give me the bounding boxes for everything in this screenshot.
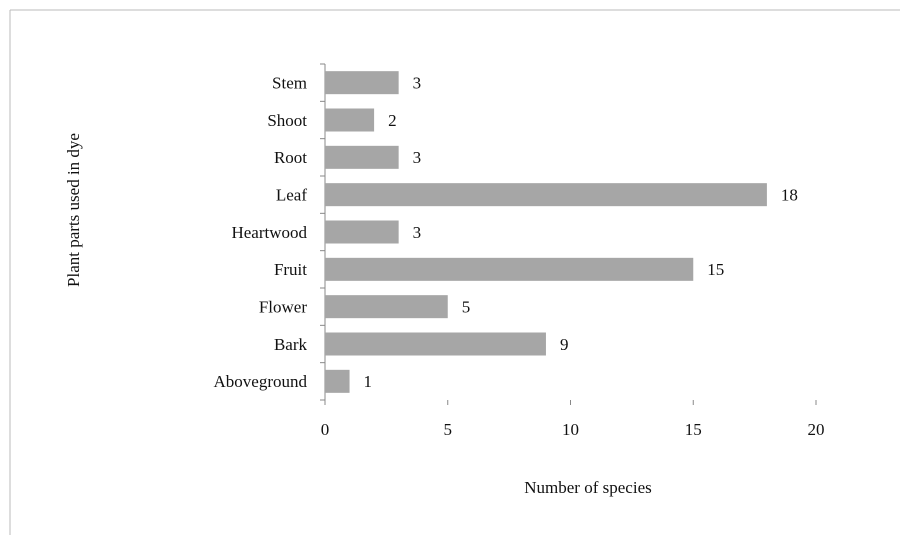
- x-tick-label: 20: [808, 420, 825, 439]
- bar: [325, 369, 350, 393]
- value-label: 2: [388, 111, 397, 130]
- bar: [325, 295, 448, 319]
- y-tick-label: Aboveground: [214, 372, 308, 391]
- x-tick-label: 10: [562, 420, 579, 439]
- x-axis-label: Number of species: [524, 478, 651, 497]
- y-tick-label: Flower: [259, 298, 308, 317]
- value-label: 1: [364, 372, 373, 391]
- y-tick-label: Shoot: [267, 111, 307, 130]
- value-label: 3: [413, 223, 422, 242]
- y-axis-label: Plant parts used in dye: [64, 133, 83, 287]
- bar: [325, 145, 399, 169]
- y-tick-label: Leaf: [276, 186, 307, 205]
- bar: [325, 183, 767, 207]
- bar: [325, 71, 399, 95]
- value-label: 3: [413, 74, 422, 93]
- value-label: 3: [413, 148, 422, 167]
- bar: [325, 108, 375, 132]
- y-tick-label: Heartwood: [231, 223, 307, 242]
- bar: [325, 257, 694, 281]
- y-tick-label: Bark: [274, 335, 308, 354]
- y-tick-label: Stem: [272, 74, 307, 93]
- value-label: 15: [707, 260, 724, 279]
- y-tick-label: Root: [274, 148, 307, 167]
- x-tick-label: 5: [444, 420, 453, 439]
- value-label: 18: [781, 186, 798, 205]
- x-tick-label: 0: [321, 420, 330, 439]
- value-label: 9: [560, 335, 569, 354]
- y-tick-label: Fruit: [274, 260, 307, 279]
- x-tick-label: 15: [685, 420, 702, 439]
- bar: [325, 332, 546, 356]
- bar: [325, 220, 399, 244]
- value-label: 5: [462, 298, 471, 317]
